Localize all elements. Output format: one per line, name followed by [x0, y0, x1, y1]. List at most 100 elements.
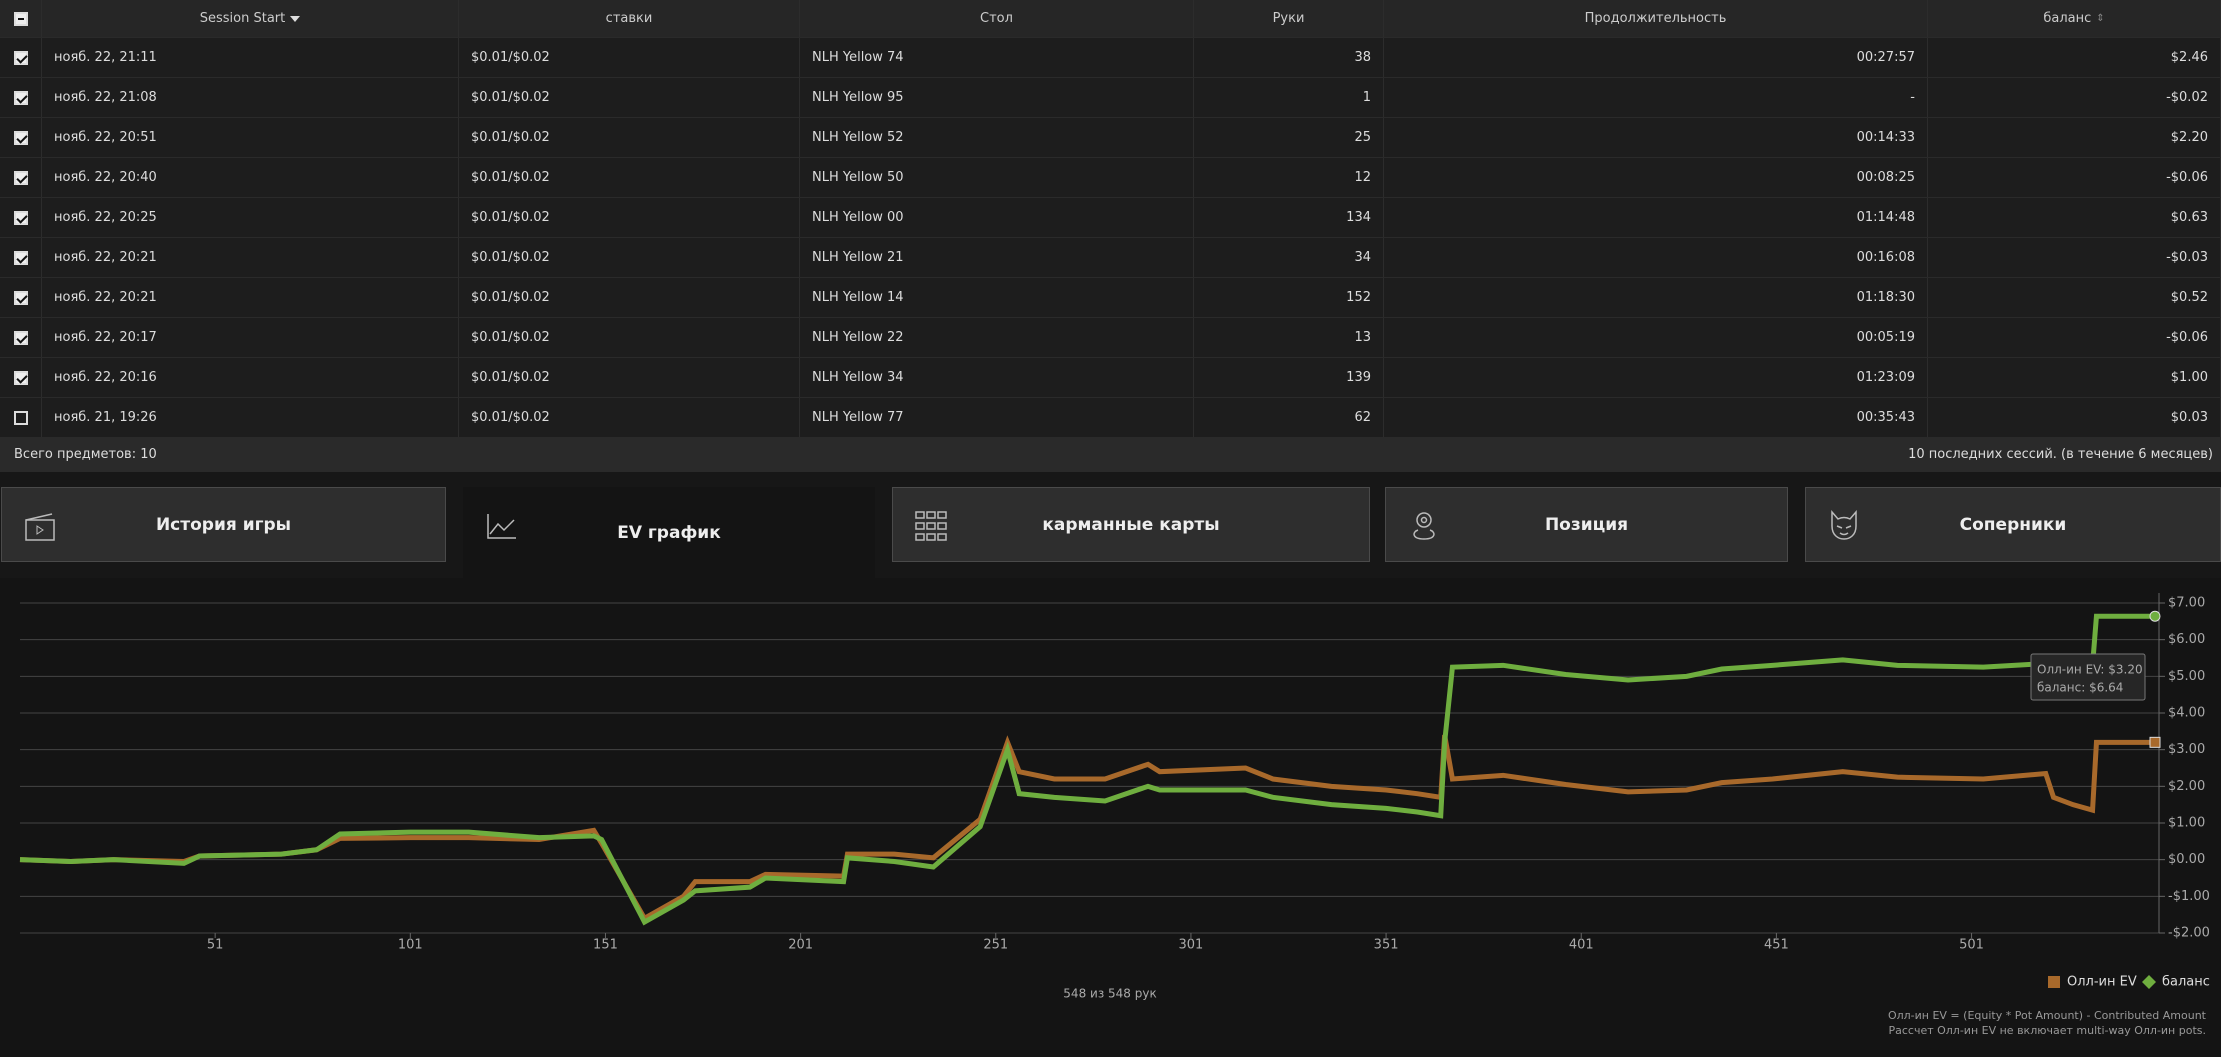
column-header[interactable]: ставки: [459, 0, 800, 37]
table-cell: $2.46: [1928, 38, 2221, 77]
column-header[interactable]: баланс ⇕: [1928, 0, 2221, 37]
row-checkbox[interactable]: [13, 410, 28, 425]
column-header[interactable]: Стол: [800, 0, 1194, 37]
table-cell: 12: [1194, 158, 1384, 197]
table-cell: 01:14:48: [1384, 198, 1928, 237]
table-row: нояб. 22, 20:40 $0.01/$0.02 NLH Yellow 50 1…: [0, 158, 2221, 198]
table-cell: 134: [1194, 198, 1384, 237]
table-cell: -$0.06: [1928, 158, 2221, 197]
x-tick-label: 501: [1959, 938, 1984, 953]
table-cell: NLH Yellow 21: [800, 238, 1194, 277]
legend-label: баланс: [2162, 975, 2210, 990]
tab-label: Позиция: [1544, 514, 1629, 535]
column-header[interactable]: Session Start: [42, 0, 459, 37]
row-checkbox[interactable]: [13, 210, 28, 225]
table-cell: 00:16:08: [1384, 238, 1928, 277]
y-tick-label: $4.00: [2168, 706, 2205, 721]
table-row: нояб. 22, 20:25 $0.01/$0.02 NLH Yellow 00 1…: [0, 198, 2221, 238]
ev-chart: $7.00 $6.00 $5.00 $4.00 $3.00 $2.00 $1.00 $0.00…: [0, 578, 2221, 1057]
y-tick-label: $7.00: [2168, 596, 2205, 611]
series-line: [19, 734, 2155, 922]
table-row: нояб. 21, 19:26 $0.01/$0.02 NLH Yellow 77 6…: [0, 398, 2221, 438]
y-tick-label: $6.00: [2168, 632, 2205, 647]
column-header[interactable]: Продолжительность: [1384, 0, 1928, 37]
table-cell: NLH Yellow 34: [800, 358, 1194, 397]
table-cell: нояб. 22, 20:17: [42, 318, 459, 357]
header-label: ставки: [605, 11, 653, 26]
table-cell: 00:08:25: [1384, 158, 1928, 197]
icon: [915, 511, 947, 541]
tooltip-line: баланс: $6.64: [2037, 681, 2123, 695]
tab-label: карманные карты: [1042, 514, 1220, 535]
table-footer: Всего предметов: 10 10 последних сессий.…: [0, 437, 2221, 472]
row-checkbox[interactable]: [13, 250, 28, 265]
table-row: нояб. 22, 20:17 $0.01/$0.02 NLH Yellow 22 1…: [0, 318, 2221, 358]
tab[interactable]: карманные карты: [892, 487, 1370, 562]
checkbox-cell: [0, 38, 42, 77]
header-row: Session Start ставки Стол Руки Продолжительн…: [0, 0, 2221, 38]
table-cell: -$0.06: [1928, 318, 2221, 357]
table-row: нояб. 22, 20:21 $0.01/$0.02 NLH Yellow 14 1…: [0, 278, 2221, 318]
checkbox-cell: [0, 198, 42, 237]
table-cell: 62: [1194, 398, 1384, 437]
tab[interactable]: История игры: [1, 487, 446, 562]
table-row: нояб. 22, 20:21 $0.01/$0.02 NLH Yellow 21 3…: [0, 238, 2221, 278]
table-cell: 13: [1194, 318, 1384, 357]
row-checkbox[interactable]: [13, 50, 28, 65]
tooltip-line: Олл-ин EV: $3.20: [2037, 663, 2143, 677]
table-cell: 34: [1194, 238, 1384, 277]
checkbox-cell: [0, 398, 42, 437]
checkbox-cell: [0, 358, 42, 397]
x-tick-label: 251: [983, 938, 1008, 953]
icon: [25, 513, 55, 541]
row-checkbox[interactable]: [13, 370, 28, 385]
checkbox-cell: [0, 278, 42, 317]
end-marker: [2149, 736, 2161, 748]
checkbox-cell: [0, 318, 42, 357]
column-header[interactable]: Руки: [1194, 0, 1384, 37]
y-tick-label: $1.00: [2168, 816, 2205, 831]
row-checkbox[interactable]: [13, 90, 28, 105]
y-tick-label: $5.00: [2168, 669, 2205, 684]
checkbox-cell: [0, 238, 42, 277]
header-label: баланс: [2043, 11, 2092, 26]
sessions-note: 10 последних сессий. (в течение 6 месяце…: [1908, 447, 2213, 462]
table-cell: 01:18:30: [1384, 278, 1928, 317]
row-checkbox[interactable]: [13, 330, 28, 345]
table-cell: 01:23:09: [1384, 358, 1928, 397]
sessions-table: Session Start ставки Стол Руки Продолжительн…: [0, 0, 2221, 438]
table-cell: 25: [1194, 118, 1384, 157]
legend-label: Олл-ин EV: [2067, 975, 2137, 990]
table-cell: нояб. 22, 20:16: [42, 358, 459, 397]
tab[interactable]: Соперники: [1805, 487, 2221, 562]
table-cell: NLH Yellow 22: [800, 318, 1194, 357]
table-cell: $1.00: [1928, 358, 2221, 397]
legend-icon: [2142, 975, 2156, 989]
icon: [1831, 510, 1857, 540]
table-row: нояб. 22, 20:51 $0.01/$0.02 NLH Yellow 52 2…: [0, 118, 2221, 158]
select-all-checkbox[interactable]: [13, 11, 28, 26]
y-tick-label: $3.00: [2168, 742, 2205, 757]
tab[interactable]: Позиция: [1385, 487, 1788, 562]
x-tick-label: 401: [1569, 938, 1594, 953]
table-row: нояб. 22, 21:11 $0.01/$0.02 NLH Yellow 74 3…: [0, 38, 2221, 78]
table-cell: -: [1384, 78, 1928, 117]
y-tick-label: $0.00: [2168, 852, 2205, 867]
sort-icon: ⇕: [2096, 13, 2105, 24]
x-tick-label: 451: [1764, 938, 1789, 953]
table-cell: нояб. 22, 21:08: [42, 78, 459, 117]
table-row: нояб. 22, 20:16 $0.01/$0.02 NLH Yellow 34 1…: [0, 358, 2221, 398]
row-checkbox[interactable]: [13, 290, 28, 305]
table-cell: 00:05:19: [1384, 318, 1928, 357]
table-cell: $0.63: [1928, 198, 2221, 237]
table-cell: $2.20: [1928, 118, 2221, 157]
tab[interactable]: EV график: [463, 487, 875, 578]
row-checkbox[interactable]: [13, 170, 28, 185]
checkbox-cell: [0, 78, 42, 117]
row-checkbox[interactable]: [13, 130, 28, 145]
table-cell: $0.01/$0.02: [459, 198, 800, 237]
table-cell: -$0.02: [1928, 78, 2221, 117]
table-cell: NLH Yellow 77: [800, 398, 1194, 437]
table-cell: нояб. 22, 21:11: [42, 38, 459, 77]
icon: [1413, 512, 1435, 540]
